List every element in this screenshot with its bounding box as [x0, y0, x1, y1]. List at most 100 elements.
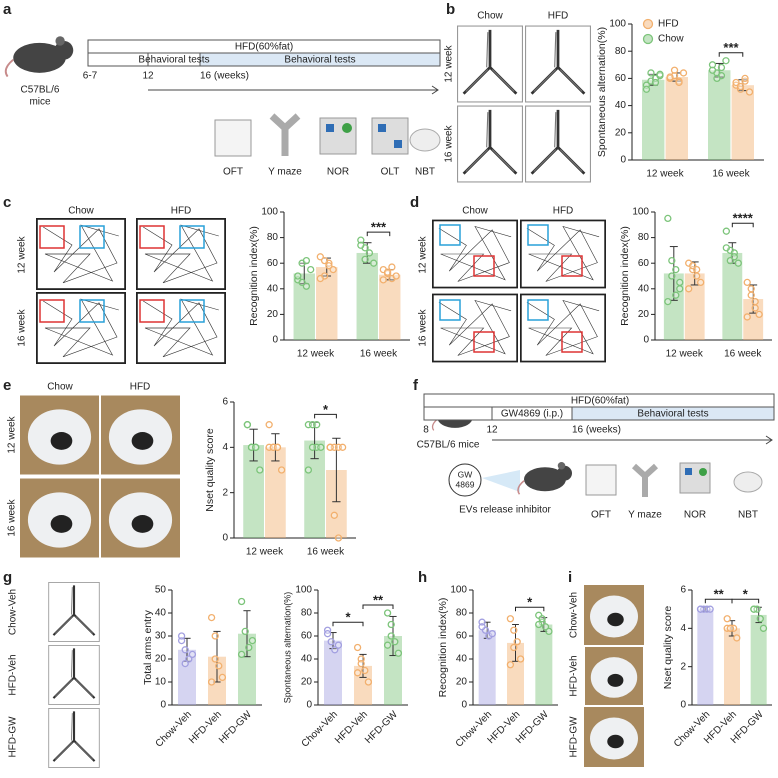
bar — [265, 447, 286, 538]
significance-bracket — [332, 621, 364, 627]
data-point — [331, 646, 339, 654]
data-point — [383, 268, 392, 276]
bar — [507, 642, 524, 705]
data-point — [211, 655, 219, 663]
data-point — [307, 265, 315, 274]
data-point — [383, 641, 392, 649]
data-point — [756, 615, 764, 623]
bar — [724, 628, 740, 705]
data-point — [506, 615, 515, 623]
panel-label: f — [413, 377, 419, 394]
data-point — [248, 636, 257, 645]
data-point — [188, 650, 197, 659]
test-label: NBT — [415, 167, 435, 178]
data-point — [370, 259, 378, 267]
column-header: HFD — [548, 11, 569, 22]
x-tick-label: 12 week — [246, 547, 284, 558]
data-point — [506, 661, 515, 669]
data-point — [668, 256, 676, 265]
nest-photo — [101, 478, 180, 558]
bar — [478, 630, 496, 705]
test-icon — [679, 462, 711, 494]
significance-label: * — [323, 402, 329, 417]
x-tick-label: 16 week — [307, 547, 345, 558]
data-point — [245, 643, 253, 652]
data-point — [706, 605, 714, 613]
data-point — [357, 241, 365, 249]
timeline-segment-label: GW4869 (i.p.) — [501, 409, 563, 420]
track-image — [46, 645, 102, 705]
y-tick-label: 60 — [638, 258, 650, 269]
inject-cone — [482, 470, 520, 492]
data-point — [361, 666, 369, 675]
column-header: Chow — [462, 206, 488, 217]
y-axis-title: Recognition index(%) — [619, 226, 631, 326]
row-header: Chow-Veh — [569, 592, 580, 638]
row-header: HFD-Veh — [8, 654, 19, 695]
test-label: NOR — [684, 510, 706, 521]
row-header: 12 week — [444, 44, 455, 82]
significance-bracket — [731, 222, 754, 228]
panel-label: b — [446, 1, 455, 18]
arrow — [492, 435, 773, 445]
panel-label: i — [568, 569, 572, 586]
data-point — [759, 624, 768, 632]
y-axis-title: Spontaneous alternation(%) — [596, 27, 608, 157]
row-header: 16 week — [418, 308, 429, 346]
y-tick-label: 60 — [267, 258, 279, 269]
data-point — [747, 291, 755, 299]
y-tick-label: 20 — [456, 677, 468, 688]
data-point — [510, 626, 518, 634]
data-point — [334, 641, 343, 649]
track-image — [46, 708, 102, 768]
data-point — [313, 421, 321, 429]
row-header: 16 week — [7, 498, 18, 536]
data-point — [664, 297, 672, 306]
data-point — [241, 627, 249, 636]
y-axis-title: Recognition index(%) — [248, 226, 260, 326]
timeline-top: HFD(60%fat) — [571, 396, 629, 407]
track-image — [432, 219, 518, 289]
y-tick-label: 60 — [456, 631, 468, 642]
data-point — [693, 265, 701, 274]
nest-photo — [20, 478, 99, 558]
data-point — [642, 85, 651, 93]
row-header: HFD-Veh — [569, 655, 580, 696]
data-point — [516, 655, 525, 663]
bar — [707, 70, 731, 160]
legend-marker — [642, 18, 654, 30]
data-point — [357, 236, 365, 244]
y-tick-label: 20 — [155, 654, 167, 665]
test-icon — [214, 119, 252, 157]
bar — [684, 273, 705, 340]
legend-label: HFD — [658, 19, 679, 30]
data-point — [273, 443, 282, 451]
column-header: Chow — [68, 206, 94, 217]
y-tick-label: 20 — [301, 677, 313, 688]
data-point — [207, 613, 216, 622]
timeline-tick: 12 — [142, 71, 154, 82]
mouse-icon — [4, 35, 75, 78]
data-point — [664, 214, 672, 223]
data-point — [676, 278, 684, 287]
y-tick-label: 4 — [222, 442, 228, 453]
nest-photo — [584, 585, 644, 645]
y-tick-label: 40 — [638, 283, 650, 294]
y-tick-label: 4 — [680, 623, 686, 634]
y-tick-label: 0 — [680, 700, 686, 711]
y-tick-label: 50 — [155, 585, 167, 596]
y-tick-label: 20 — [267, 309, 279, 320]
significance-label: * — [527, 595, 533, 610]
y-tick-label: 100 — [261, 207, 278, 218]
bar — [663, 273, 684, 340]
y-axis-title: Total arms entry — [142, 609, 154, 684]
data-point — [316, 274, 324, 283]
y-tick-label: 30 — [155, 631, 167, 642]
nest-photo — [585, 647, 643, 705]
timeline-segment-label: Behavioral tests — [637, 409, 708, 420]
data-point — [265, 421, 273, 429]
bar — [324, 640, 342, 705]
y-tick-label: 0 — [222, 533, 228, 544]
data-point — [685, 285, 693, 293]
data-point — [732, 78, 740, 87]
